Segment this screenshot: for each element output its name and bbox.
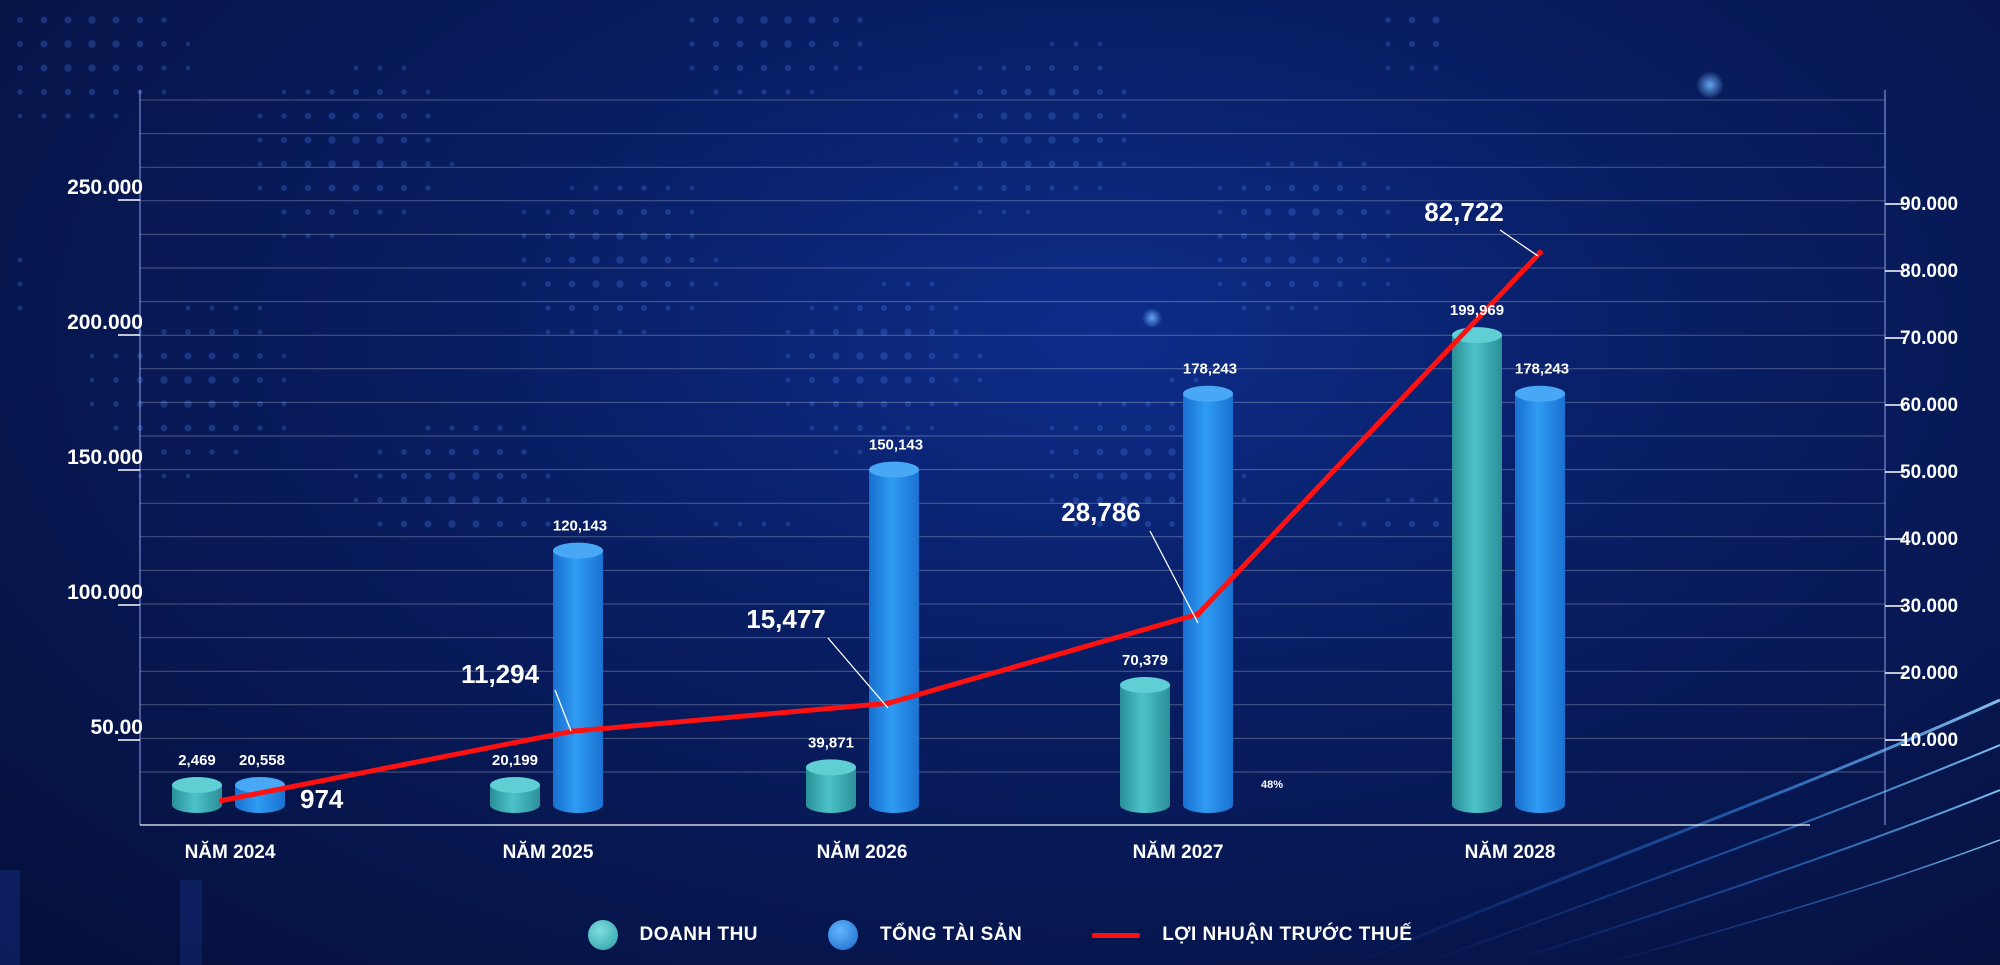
percent-annotation: 48% [1261, 779, 1283, 791]
total-assets-bar-label: 120,143 [553, 518, 607, 535]
total-assets-bar-bottom-cap [869, 797, 919, 813]
profit-label-leader [827, 637, 889, 709]
left-tick-label: 150.000 [67, 446, 143, 469]
total-assets-bar-label: 20,558 [239, 752, 285, 769]
left-tick-label: 250.000 [67, 176, 143, 199]
profit-line-label: 11,294 [461, 659, 540, 689]
profit-label-leader [554, 689, 572, 732]
right-tick-label: 50.000 [1900, 462, 1958, 483]
right-tick-label: 90.000 [1900, 194, 1958, 215]
profit-line-label: 28,786 [1061, 497, 1141, 527]
total-assets-bar [1183, 385, 1233, 813]
category-label: NĂM 2028 [1465, 841, 1556, 863]
bars [172, 327, 1565, 813]
legend-label-profit: LỢI NHUẬN TRƯỚC THUẾ [1162, 924, 1413, 945]
category-label: NĂM 2024 [185, 841, 276, 863]
right-tick-label: 20.000 [1900, 663, 1958, 684]
legend-blue-circle-icon [828, 920, 859, 950]
axes: 50.00 100.000 150.000 200.000 250.000 10.000 2… [67, 90, 1958, 863]
total-assets-bar-body [553, 550, 603, 805]
revenue-bar-label: 2,469 [178, 752, 216, 769]
right-tick-label: 40.000 [1900, 529, 1958, 550]
total-assets-bar-bottom-cap [553, 797, 603, 813]
revenue-bar [1452, 327, 1502, 813]
revenue-bar-bottom-cap [806, 797, 856, 813]
legend-label-total-assets: TỔNG TÀI SẢN [880, 924, 1023, 945]
legend: DOANH THU TỔNG TÀI SẢN LỢI NHUẬN TRƯỚC T… [0, 905, 2000, 965]
left-tick-label: 100.000 [67, 581, 143, 604]
profit-label-leader [1499, 229, 1539, 257]
total-assets-bar [869, 461, 919, 813]
revenue-bar-top-cap [1120, 676, 1170, 693]
revenue-bar-bottom-cap [490, 797, 540, 813]
legend-red-line-icon [1092, 932, 1141, 938]
right-tick-label: 10.000 [1900, 730, 1958, 751]
data-labels: 2,469 20,558 20,199 120,143 39,871 150,143 70,… [178, 197, 1569, 814]
total-assets-bar-label: 178,243 [1183, 361, 1237, 378]
total-assets-bar-top-cap [1515, 385, 1565, 402]
revenue-bar-label: 20,199 [492, 752, 538, 769]
profit-line-point [1195, 611, 1201, 618]
category-label: NĂM 2026 [817, 841, 908, 863]
total-assets-bar-top-cap [1183, 385, 1233, 402]
profit-line-point [885, 700, 891, 707]
profit-line-point [1537, 249, 1543, 256]
profit-line-point [219, 797, 225, 804]
revenue-bar-label: 39,871 [808, 734, 854, 751]
left-tick-label: 200.000 [67, 311, 143, 334]
total-assets-bar [553, 542, 603, 813]
profit-line-label: 974 [300, 784, 344, 814]
total-assets-bar-top-cap [553, 542, 603, 559]
right-tick-label: 80.000 [1900, 261, 1958, 282]
left-tick-label: 50.00 [90, 716, 143, 739]
right-tick-label: 70.000 [1900, 328, 1958, 349]
legend-item-total-assets: TỔNG TÀI SẢN [828, 920, 1022, 950]
revenue-bar [490, 777, 540, 813]
total-assets-bar-body [869, 469, 919, 805]
profit-line-label: 82,722 [1424, 197, 1504, 227]
total-assets-bar-body [1183, 393, 1233, 805]
revenue-bar-top-cap [490, 777, 540, 793]
revenue-bar-bottom-cap [1120, 797, 1170, 813]
legend-item-revenue: DOANH THU [587, 920, 759, 950]
total-assets-bar-bottom-cap [1515, 797, 1565, 813]
profit-line [219, 249, 1543, 804]
grid [140, 99, 1885, 773]
total-assets-bar-body [1515, 393, 1565, 805]
revenue-bar-label: 70,379 [1122, 652, 1168, 669]
total-assets-bar-bottom-cap [1183, 797, 1233, 813]
total-assets-bar-bottom-cap [235, 797, 285, 813]
revenue-bar-bottom-cap [172, 797, 222, 813]
legend-teal-circle-icon [587, 920, 618, 950]
total-assets-bar [1515, 385, 1565, 813]
category-label: NĂM 2025 [503, 841, 594, 863]
revenue-bar-top-cap [806, 759, 856, 776]
revenue-bar [1120, 676, 1170, 813]
right-tick-label: 60.000 [1900, 395, 1958, 416]
revenue-bar-bottom-cap [1452, 797, 1502, 813]
total-assets-bar-label: 150,143 [869, 437, 923, 454]
profit-label-leader [1149, 530, 1199, 624]
profit-line-label: 15,477 [746, 604, 826, 634]
legend-item-profit: LỢI NHUẬN TRƯỚC THUẾ [1092, 924, 1412, 946]
legend-label-revenue: DOANH THU [639, 924, 759, 945]
category-label: NĂM 2027 [1133, 841, 1224, 863]
revenue-bar [172, 777, 222, 813]
revenue-bar [806, 759, 856, 813]
right-tick-label: 30.000 [1900, 596, 1958, 617]
revenue-bar-top-cap [172, 777, 222, 793]
revenue-bar-body [1452, 335, 1502, 805]
revenue-bar-body [1120, 684, 1170, 805]
total-assets-bar-label: 178,243 [1515, 361, 1569, 378]
total-assets-bar-top-cap [869, 461, 919, 478]
revenue-bar-label: 199,969 [1450, 302, 1504, 319]
